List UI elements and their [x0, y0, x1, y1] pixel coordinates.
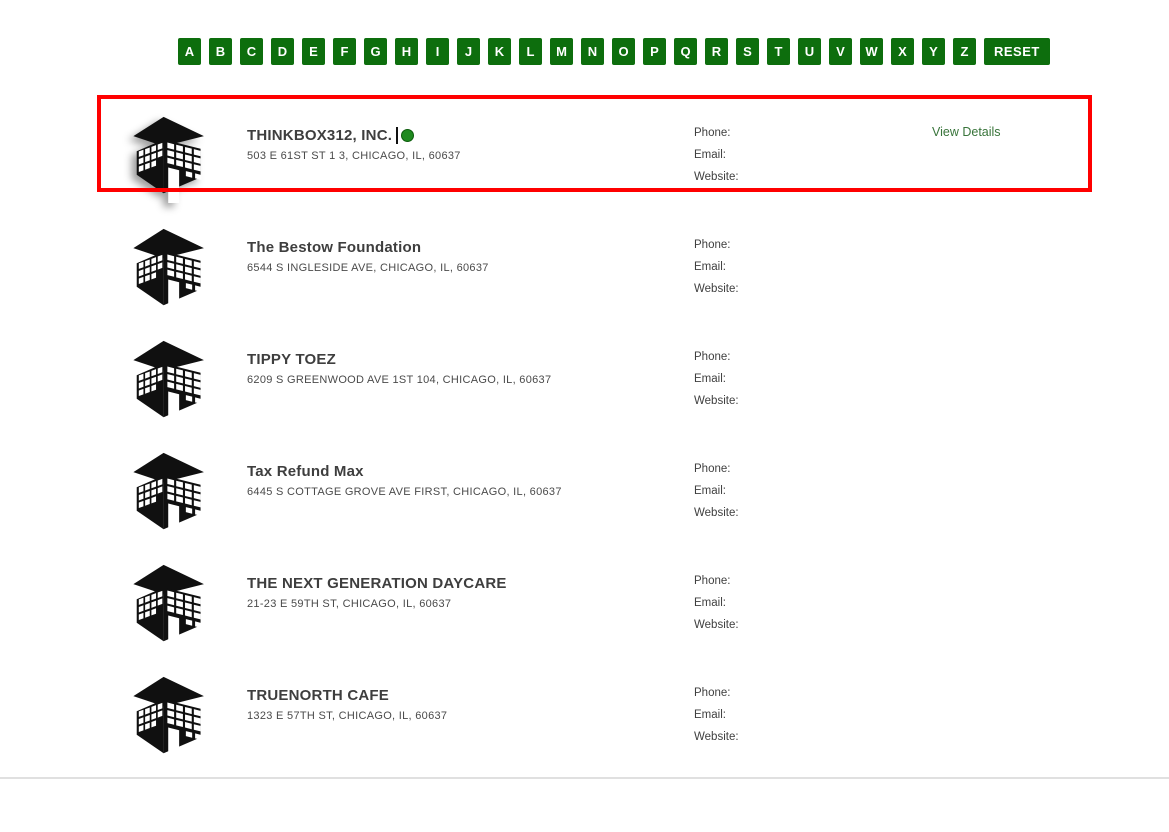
business-name: TIPPY TOEZ	[247, 351, 336, 368]
details-column: View Details	[932, 319, 1092, 347]
alphabet-filter-button-g[interactable]: G	[364, 38, 387, 65]
website-label: Website:	[694, 731, 739, 743]
alphabet-filter-button-i[interactable]: I	[426, 38, 449, 65]
details-column: View Details	[932, 543, 1092, 571]
business-address: 21-23 E 59TH ST, CHICAGO, IL, 60637	[247, 598, 452, 610]
details-column: View Details	[932, 207, 1092, 235]
building-icon	[130, 337, 214, 427]
website-label: Website:	[694, 619, 739, 631]
alphabet-filter-button-p[interactable]: P	[643, 38, 666, 65]
alphabet-filter-button-z[interactable]: Z	[953, 38, 976, 65]
bottom-divider	[0, 777, 1169, 779]
alphabet-filter-button-n[interactable]: N	[581, 38, 604, 65]
website-label: Website:	[694, 283, 739, 295]
alphabet-filter-button-d[interactable]: D	[271, 38, 294, 65]
business-name: THINKBOX312, INC.	[247, 127, 393, 144]
business-name-line: The Bestow Foundation	[247, 239, 694, 256]
listing-info: THINKBOX312, INC. 503 E 61ST ST 1 3, CHI…	[247, 95, 694, 162]
email-label: Email:	[694, 261, 726, 273]
business-name-line: THE NEXT GENERATION DAYCARE	[247, 575, 694, 592]
phone-label: Phone:	[694, 463, 731, 475]
phone-label: Phone:	[694, 575, 731, 587]
business-address: 6544 S INGLESIDE AVE, CHICAGO, IL, 60637	[247, 262, 489, 274]
listing-info: TIPPY TOEZ 6209 S GREENWOOD AVE 1ST 104,…	[247, 319, 694, 386]
view-details-link[interactable]: View Details	[932, 125, 1001, 139]
listing-row: Tax Refund Max 6445 S COTTAGE GROVE AVE …	[97, 431, 1092, 539]
alphabet-filter-button-e[interactable]: E	[302, 38, 325, 65]
contact-block: Phone: Email: Website:	[694, 207, 932, 300]
listing-info: Tax Refund Max 6445 S COTTAGE GROVE AVE …	[247, 431, 694, 498]
alphabet-filter-button-f[interactable]: F	[333, 38, 356, 65]
listing-info: TRUENORTH CAFE 1323 E 57TH ST, CHICAGO, …	[247, 655, 694, 722]
green-marker-dot	[401, 129, 415, 142]
business-listings: THINKBOX312, INC. 503 E 61ST ST 1 3, CHI…	[97, 95, 1092, 767]
business-name: THE NEXT GENERATION DAYCARE	[247, 575, 507, 592]
listing-row: THINKBOX312, INC. 503 E 61ST ST 1 3, CHI…	[97, 95, 1092, 203]
alphabet-filter-button-x[interactable]: X	[891, 38, 914, 65]
business-name-line: TRUENORTH CAFE	[247, 687, 694, 704]
alphabet-filter-button-h[interactable]: H	[395, 38, 418, 65]
email-label: Email:	[694, 485, 726, 497]
alphabet-filter-button-u[interactable]: U	[798, 38, 821, 65]
business-address: 503 E 61ST ST 1 3, CHICAGO, IL, 60637	[247, 150, 461, 162]
business-name-line: Tax Refund Max	[247, 463, 694, 480]
alphabet-filter-button-o[interactable]: O	[612, 38, 635, 65]
business-name: The Bestow Foundation	[247, 239, 422, 256]
listing-row: The Bestow Foundation 6544 S INGLESIDE A…	[97, 207, 1092, 315]
listing-row: TIPPY TOEZ 6209 S GREENWOOD AVE 1ST 104,…	[97, 319, 1092, 427]
details-column: View Details	[932, 95, 1092, 141]
alphabet-filter-button-c[interactable]: C	[240, 38, 263, 65]
email-label: Email:	[694, 149, 726, 161]
email-label: Email:	[694, 373, 726, 385]
building-icon	[130, 449, 214, 539]
listing-info: The Bestow Foundation 6544 S INGLESIDE A…	[247, 207, 694, 274]
business-name: Tax Refund Max	[247, 463, 364, 480]
details-column: View Details	[932, 655, 1092, 683]
alphabet-filter-button-b[interactable]: B	[209, 38, 232, 65]
alphabet-filter-button-l[interactable]: L	[519, 38, 542, 65]
alphabet-filter-button-s[interactable]: S	[736, 38, 759, 65]
alphabet-filter-bar: A B C D E F G H I J K L M N O P Q R S T U V W X Y Z RESET	[178, 38, 1050, 65]
alphabet-filter-button-q[interactable]: Q	[674, 38, 697, 65]
phone-label: Phone:	[694, 687, 731, 699]
alphabet-filter-button-y[interactable]: Y	[922, 38, 945, 65]
alphabet-filter-button-k[interactable]: K	[488, 38, 511, 65]
listing-row: THE NEXT GENERATION DAYCARE 21-23 E 59TH…	[97, 543, 1092, 651]
alphabet-filter-button-t[interactable]: T	[767, 38, 790, 65]
building-icon	[130, 113, 214, 203]
contact-block: Phone: Email: Website:	[694, 655, 932, 748]
phone-label: Phone:	[694, 351, 731, 363]
website-label: Website:	[694, 171, 739, 183]
business-address: 1323 E 57TH ST, CHICAGO, IL, 60637	[247, 710, 448, 722]
listing-info: THE NEXT GENERATION DAYCARE 21-23 E 59TH…	[247, 543, 694, 610]
email-label: Email:	[694, 597, 726, 609]
phone-label: Phone:	[694, 127, 731, 139]
alphabet-filter-button-m[interactable]: M	[550, 38, 573, 65]
contact-block: Phone: Email: Website:	[694, 319, 932, 412]
business-name-line: TIPPY TOEZ	[247, 351, 694, 368]
contact-block: Phone: Email: Website:	[694, 95, 932, 188]
details-column: View Details	[932, 431, 1092, 459]
building-icon	[130, 561, 214, 651]
reset-filter-button[interactable]: RESET	[984, 38, 1050, 65]
listing-row: TRUENORTH CAFE 1323 E 57TH ST, CHICAGO, …	[97, 655, 1092, 763]
business-address: 6445 S COTTAGE GROVE AVE FIRST, CHICAGO,…	[247, 486, 562, 498]
business-address: 6209 S GREENWOOD AVE 1ST 104, CHICAGO, I…	[247, 374, 552, 386]
text-cursor	[396, 127, 399, 144]
building-icon	[130, 673, 214, 763]
contact-block: Phone: Email: Website:	[694, 431, 932, 524]
business-name: TRUENORTH CAFE	[247, 687, 389, 704]
email-label: Email:	[694, 709, 726, 721]
contact-block: Phone: Email: Website:	[694, 543, 932, 636]
alphabet-filter-button-j[interactable]: J	[457, 38, 480, 65]
alphabet-filter-button-w[interactable]: W	[860, 38, 883, 65]
website-label: Website:	[694, 395, 739, 407]
building-icon	[130, 225, 214, 315]
alphabet-filter-button-v[interactable]: V	[829, 38, 852, 65]
alphabet-filter-button-a[interactable]: A	[178, 38, 201, 65]
phone-label: Phone:	[694, 239, 731, 251]
alphabet-filter-button-r[interactable]: R	[705, 38, 728, 65]
business-name-line: THINKBOX312, INC.	[247, 127, 694, 144]
website-label: Website:	[694, 507, 739, 519]
